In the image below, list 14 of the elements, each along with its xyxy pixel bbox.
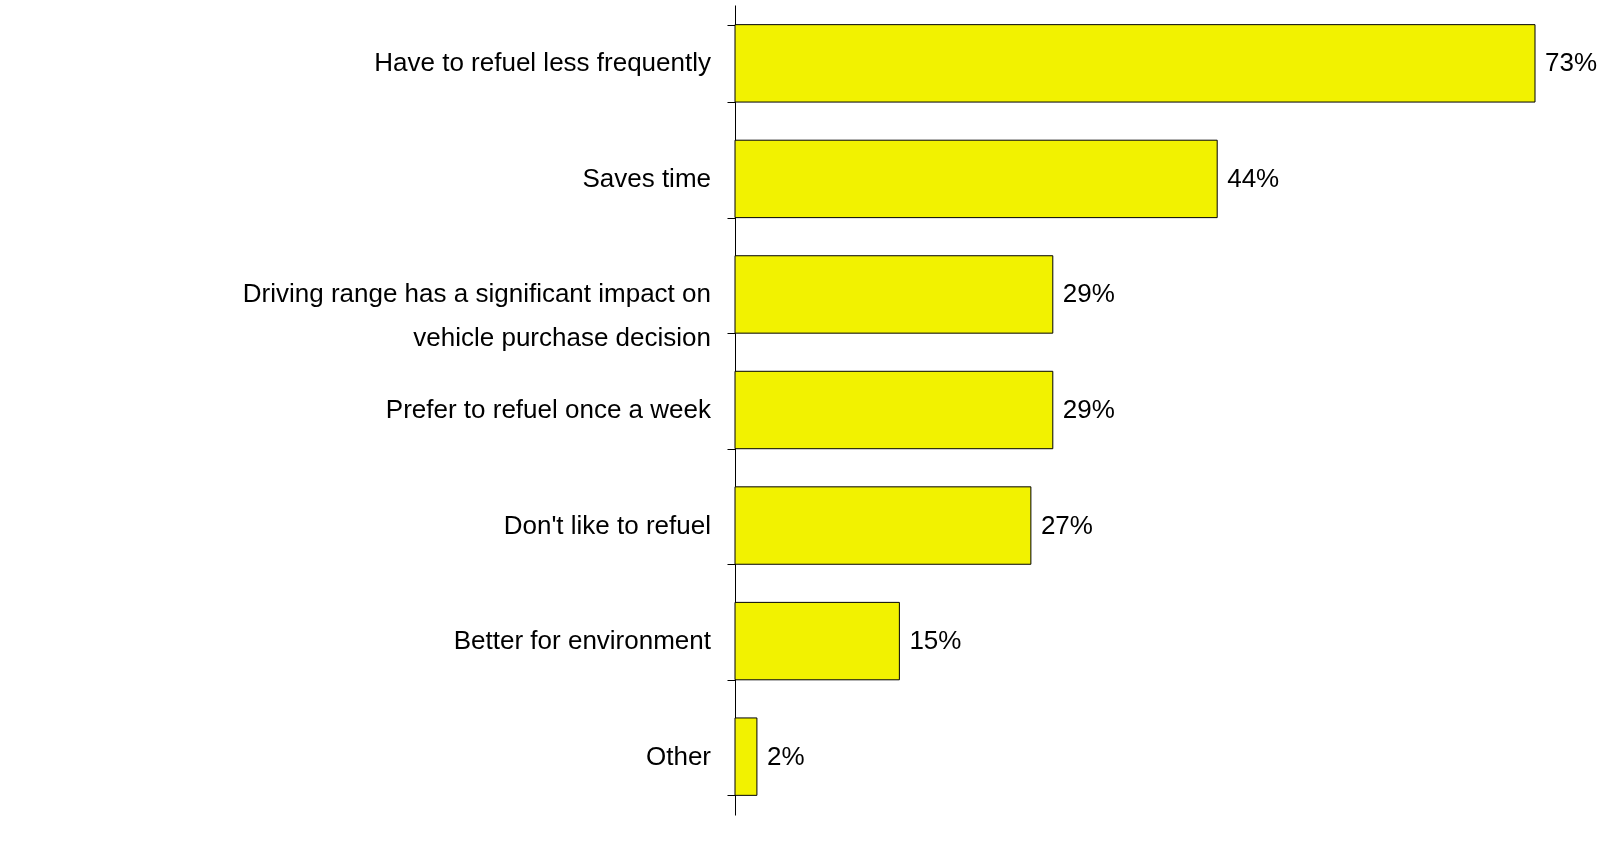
data-label: 44% xyxy=(1227,162,1280,193)
data-label: 73% xyxy=(1545,47,1598,78)
y-tick-label: Don't like to refuel xyxy=(503,509,711,540)
y-tick-label: Have to refuel less frequently xyxy=(374,47,711,78)
data-label: 27% xyxy=(1040,509,1093,540)
y-tick-label: Prefer to refuel once a week xyxy=(385,394,712,424)
data-label: 29% xyxy=(1062,278,1115,309)
y-tick-label: Saves time xyxy=(582,162,711,193)
y-tick-label: Other xyxy=(645,740,712,771)
data-label: 15% xyxy=(909,625,962,656)
data-label: 29% xyxy=(1062,394,1115,424)
y-tick-label: Better for environment xyxy=(453,625,712,656)
data-label: 2% xyxy=(766,740,805,771)
y-tick-label: Driving range has a significant impact on vehicle purchase decision xyxy=(242,278,711,353)
